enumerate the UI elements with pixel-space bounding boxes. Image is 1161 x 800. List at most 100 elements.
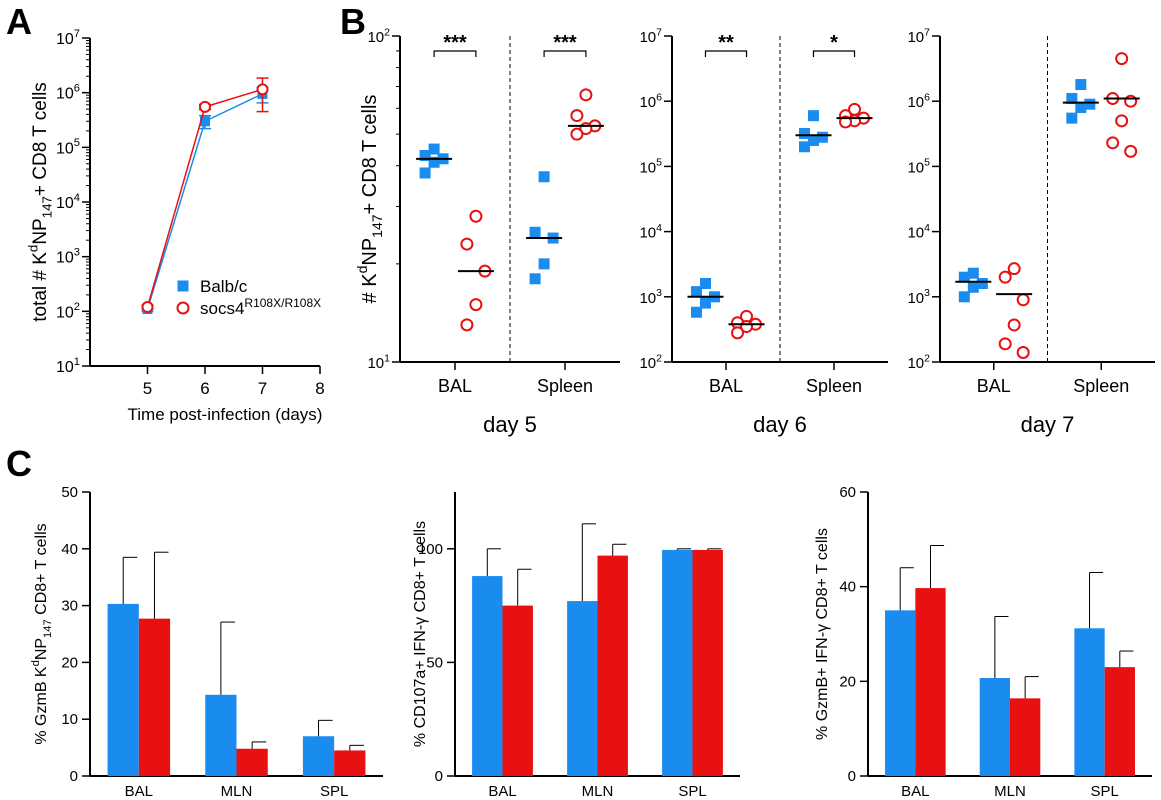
tick-base: 10 [367, 355, 384, 372]
data-point [1124, 144, 1138, 158]
data-point [958, 271, 970, 283]
legend-name: Balb/c [200, 277, 248, 296]
data-point [798, 127, 810, 139]
data-point [428, 156, 440, 168]
y-tick-label: 60 [839, 484, 856, 501]
data-point [699, 277, 711, 289]
tick-base: 10 [907, 290, 924, 307]
y-axis-label: % CD107a+ IFN-γ CD8+ T cells [412, 521, 429, 747]
x-tick-label: 5 [143, 379, 152, 398]
tick-base: 10 [907, 94, 924, 111]
significance-label: * [830, 32, 838, 54]
y-tick-label: 50 [426, 654, 443, 671]
ylabel-sub: 147 [42, 619, 54, 638]
data-point [529, 273, 541, 285]
data-point [469, 298, 483, 312]
y-tick-label: 101 [367, 352, 390, 372]
x-axis-label: Time post-infection (days) [128, 405, 323, 424]
x-tick-label: MLN [582, 783, 614, 800]
tick-base: 10 [56, 86, 74, 103]
x-tick-label: 8 [315, 379, 324, 398]
y-tick-label: 105 [639, 157, 662, 177]
tick-exp: 4 [924, 222, 930, 234]
y-axis-label: % GzmB KdNP147 CD8+ T cells [30, 523, 54, 744]
panel-day-label: day 5 [483, 412, 537, 437]
data-point [428, 143, 440, 155]
data-point [419, 149, 431, 161]
y-tick-label: 102 [367, 26, 390, 46]
panel-label-c: C [6, 443, 32, 484]
tick-exp: 2 [74, 301, 80, 313]
data-point [1007, 262, 1021, 276]
y-tick-label: 20 [839, 673, 856, 690]
y-axis-label: total # KdNP147+ CD8 T cells [25, 82, 54, 322]
x-tick-label: Spleen [806, 376, 862, 396]
data-point [1075, 79, 1087, 91]
y-tick-label: 40 [61, 541, 78, 558]
chart-c-gzmb: 0 10 20 30 40 50 % GzmB KdNP147 CD8+ T cells BA… [30, 484, 383, 800]
bar [662, 549, 693, 776]
x-tick-label: BAL [901, 783, 929, 800]
ylabel-sup: d [25, 245, 40, 252]
x-tick-label: 7 [258, 379, 267, 398]
y-tick-label: 20 [61, 654, 78, 671]
data-point [1075, 102, 1087, 114]
bar [107, 603, 139, 776]
y-tick-label: 105 [56, 137, 80, 157]
x-tick-label: MLN [994, 783, 1026, 800]
tick-base: 10 [907, 29, 924, 46]
tick-base: 10 [56, 31, 74, 48]
tick-exp: 6 [74, 82, 80, 94]
y-tick-label: 107 [56, 28, 80, 48]
tick-exp: 6 [924, 91, 930, 103]
y-tick-label: 30 [61, 598, 78, 615]
bar [138, 618, 171, 776]
x-tick-label: 6 [200, 379, 209, 398]
tick-base: 10 [907, 355, 924, 372]
y-tick-label: 0 [70, 768, 78, 785]
legend-name: socs4 [200, 299, 244, 318]
panel-day-label: day 6 [753, 412, 807, 437]
x-tick-label: SPL [678, 783, 706, 800]
data-point [1016, 293, 1030, 307]
tick-exp: 5 [924, 157, 930, 169]
ylabel-text: % GzmB K [33, 666, 50, 745]
significance-label: *** [553, 32, 577, 54]
x-tick-label: Spleen [537, 376, 593, 396]
bar [236, 748, 268, 776]
legend-label: Balb/c [200, 277, 248, 296]
ylabel-text: NP [359, 238, 381, 266]
ylabel-text: NP [30, 218, 51, 244]
legend-marker [177, 280, 189, 292]
bar [597, 555, 628, 776]
data-point [1066, 112, 1078, 124]
bar [885, 610, 916, 776]
y-tick-label: 103 [907, 287, 930, 307]
tick-base: 10 [639, 159, 656, 176]
bar [567, 601, 598, 776]
tick-base: 10 [639, 290, 656, 307]
data-point [570, 109, 584, 123]
tick-exp: 4 [74, 192, 80, 204]
y-tick-label: 102 [56, 301, 80, 321]
bar [502, 605, 533, 776]
tick-exp: 6 [656, 91, 662, 103]
tick-base: 10 [639, 94, 656, 111]
chart-c-cd107a: 0 50 100% CD107a+ IFN-γ CD8+ T cells BAL MLN… [412, 492, 740, 800]
data-point [1124, 94, 1138, 108]
tick-base: 10 [907, 159, 924, 176]
data-point [460, 318, 474, 332]
tick-exp: 4 [656, 222, 662, 234]
data-point [529, 226, 541, 238]
tick-base: 10 [639, 29, 656, 46]
tick-base: 10 [907, 225, 924, 242]
y-tick-label: 102 [639, 352, 662, 372]
data-point [1106, 136, 1120, 150]
tick-base: 10 [639, 225, 656, 242]
x-tick-label: Spleen [1073, 376, 1129, 396]
legend-marker [176, 301, 190, 315]
bar [915, 588, 946, 776]
y-tick-label: 101 [56, 356, 80, 376]
significance-label: *** [443, 32, 467, 54]
